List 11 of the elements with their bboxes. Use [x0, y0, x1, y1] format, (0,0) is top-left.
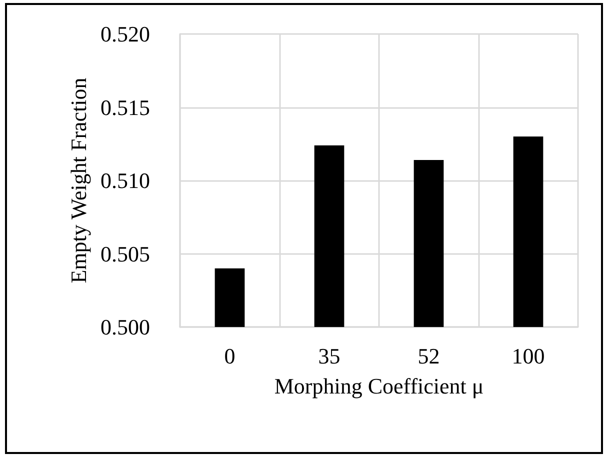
- y-tick-label: 0.520: [100, 22, 150, 46]
- x-tick-label: 35: [318, 344, 340, 368]
- y-tick-label: 0.505: [100, 241, 150, 266]
- x-tick-label: 0: [224, 344, 236, 368]
- y-tick-label: 0.515: [100, 94, 150, 120]
- y-axis-title: Empty Weight Fraction: [66, 78, 92, 284]
- y-tick-label: 0.510: [100, 168, 150, 193]
- y-tick-label: 0.500: [100, 314, 150, 340]
- x-axis-title: Morphing Coefficient μ: [274, 374, 484, 398]
- x-tick-label: 52: [418, 344, 440, 368]
- x-tick-label: 100: [512, 344, 545, 368]
